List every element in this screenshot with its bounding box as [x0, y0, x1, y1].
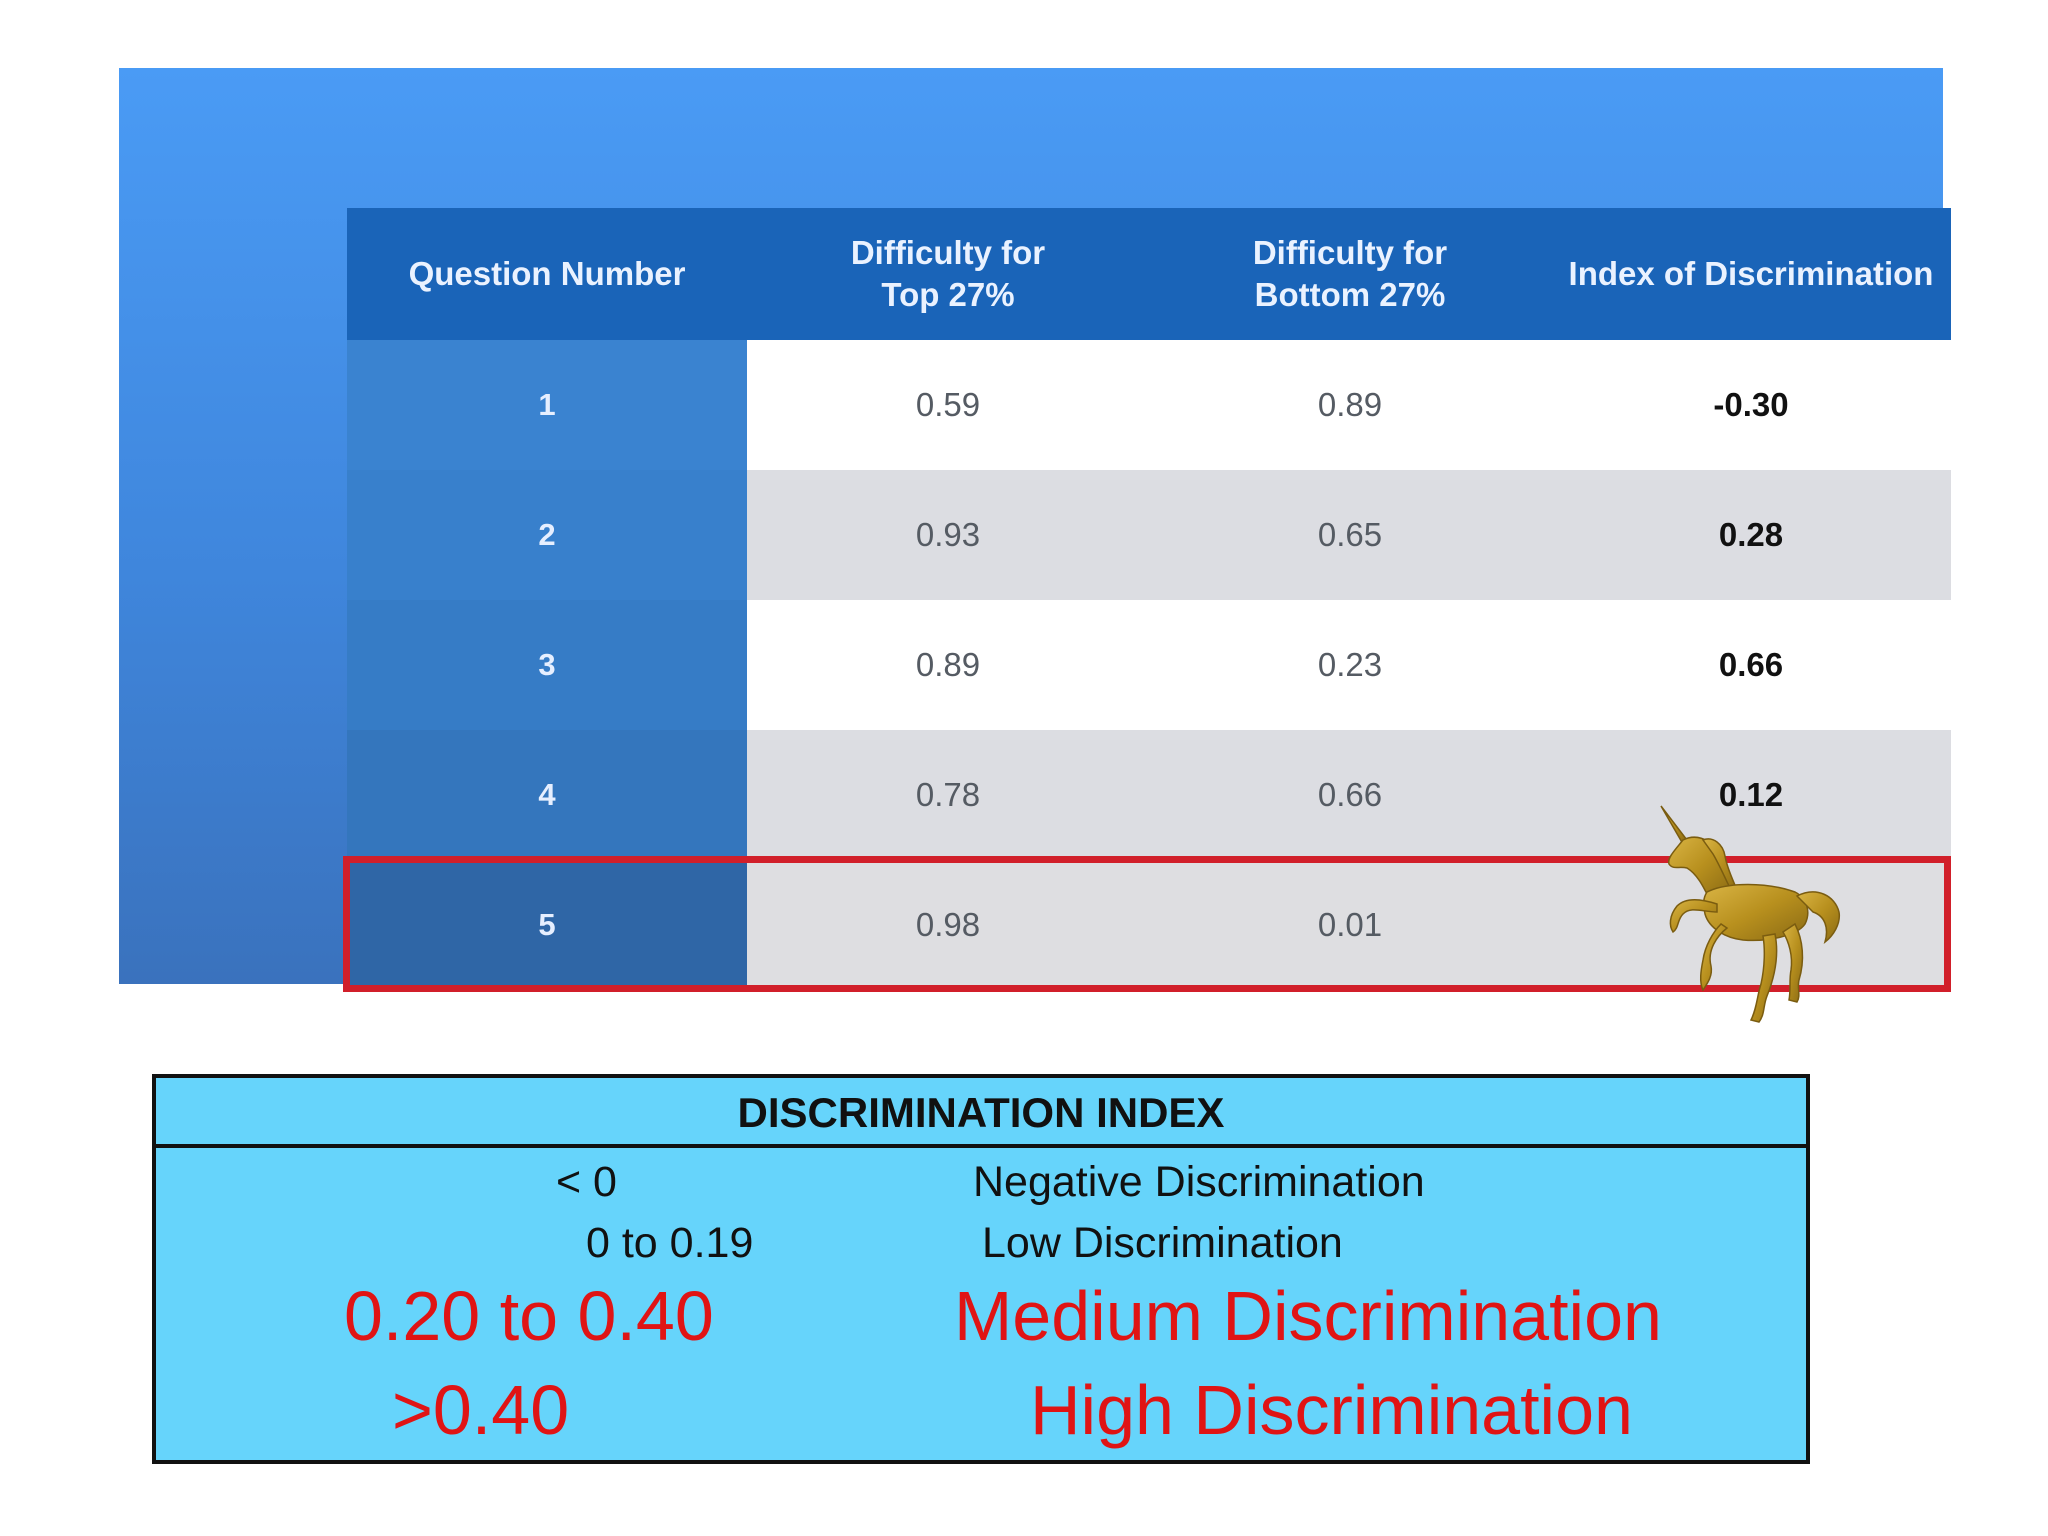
legend-range-low: 0 to 0.19 — [586, 1219, 754, 1267]
table-row: 1 0.59 0.89 -0.30 — [347, 340, 1951, 470]
difficulty-bottom-cell: 0.01 — [1149, 860, 1551, 990]
difficulty-bottom-cell: 0.66 — [1149, 730, 1551, 860]
header-difficulty-top: Difficulty for Top 27% — [850, 234, 1046, 313]
table-header-row: Question Number Difficulty for Top 27% D… — [347, 208, 1951, 340]
table-row: 3 0.89 0.23 0.66 — [347, 600, 1951, 730]
legend-range-negative: < 0 — [556, 1158, 617, 1206]
legend-label-medium: Medium Discrimination — [954, 1277, 1662, 1355]
question-number-cell: 4 — [347, 730, 747, 860]
table-row: 2 0.93 0.65 0.28 — [347, 470, 1951, 600]
header-question-number: Question Number — [408, 255, 686, 292]
legend-label-negative: Negative Discrimination — [973, 1158, 1425, 1206]
difficulty-bottom-cell: 0.65 — [1149, 470, 1551, 600]
discrimination-index-cell: 0.66 — [1551, 600, 1951, 730]
difficulty-top-cell: 0.59 — [747, 340, 1149, 470]
unicorn-icon — [1660, 805, 1841, 1023]
discrimination-index-cell: 0.28 — [1551, 470, 1951, 600]
difficulty-top-cell: 0.98 — [747, 860, 1149, 990]
question-number-cell: 5 — [347, 860, 747, 990]
difficulty-top-cell: 0.78 — [747, 730, 1149, 860]
discrimination-table: Question Number Difficulty for Top 27% D… — [347, 208, 1951, 990]
question-number-cell: 2 — [347, 470, 747, 600]
legend-range-high: >0.40 — [392, 1371, 570, 1449]
legend-title: DISCRIMINATION INDEX — [156, 1078, 1806, 1148]
table-row: 4 0.78 0.66 0.12 — [347, 730, 1951, 860]
row-5-highlight-box — [343, 856, 1951, 992]
discrimination-index-legend: DISCRIMINATION INDEX < 0 Negative Discri… — [152, 1074, 1810, 1464]
difficulty-bottom-cell: 0.23 — [1149, 600, 1551, 730]
difficulty-bottom-cell: 0.89 — [1149, 340, 1551, 470]
question-number-cell: 3 — [347, 600, 747, 730]
question-number-cell: 1 — [347, 340, 747, 470]
header-index-of-discrimination: Index of Discrimination — [1568, 255, 1934, 292]
difficulty-top-cell: 0.89 — [747, 600, 1149, 730]
discrimination-index-cell: 0.12 — [1551, 730, 1951, 860]
difficulty-top-cell: 0.93 — [747, 470, 1149, 600]
legend-label-low: Low Discrimination — [982, 1219, 1343, 1267]
discrimination-index-cell: -0.30 — [1551, 340, 1951, 470]
legend-label-high: High Discrimination — [1030, 1371, 1633, 1449]
legend-range-medium: 0.20 to 0.40 — [344, 1277, 714, 1355]
table-screenshot-panel: Question Number Difficulty for Top 27% D… — [119, 68, 1951, 1023]
header-difficulty-bottom: Difficulty for Bottom 27% — [1252, 234, 1448, 313]
